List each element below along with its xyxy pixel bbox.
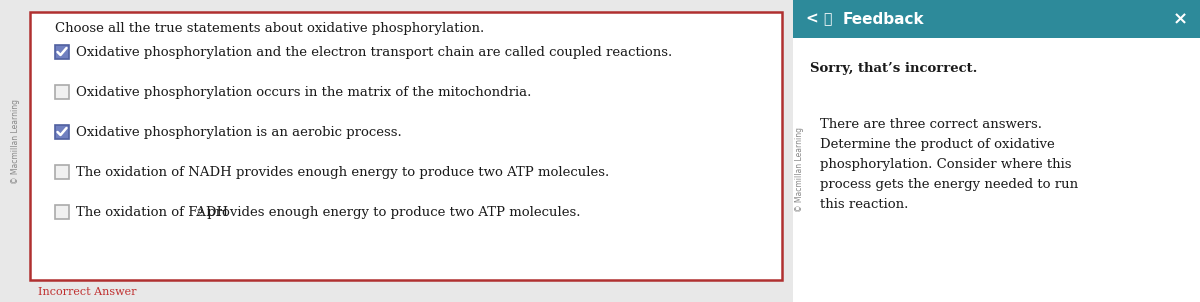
Text: Sorry, that’s incorrect.: Sorry, that’s incorrect. bbox=[810, 62, 977, 75]
Text: 2: 2 bbox=[197, 209, 203, 218]
Text: process gets the energy needed to run: process gets the energy needed to run bbox=[820, 178, 1078, 191]
Text: <: < bbox=[805, 11, 817, 27]
Text: Oxidative phosphorylation is an aerobic process.: Oxidative phosphorylation is an aerobic … bbox=[76, 126, 402, 139]
Text: Feedback: Feedback bbox=[842, 11, 925, 27]
Bar bbox=[30, 12, 782, 280]
Text: The oxidation of NADH provides enough energy to produce two ATP molecules.: The oxidation of NADH provides enough en… bbox=[76, 166, 610, 179]
Text: © Macmillan Learning: © Macmillan Learning bbox=[12, 98, 20, 184]
Text: The oxidation of FADH: The oxidation of FADH bbox=[76, 206, 228, 219]
Text: Oxidative phosphorylation and the electron transport chain are called coupled re: Oxidative phosphorylation and the electr… bbox=[76, 46, 672, 59]
Text: There are three correct answers.: There are three correct answers. bbox=[820, 118, 1042, 131]
Text: Choose all the true statements about oxidative phosphorylation.: Choose all the true statements about oxi… bbox=[55, 22, 485, 35]
Text: © Macmillan Learning: © Macmillan Learning bbox=[796, 127, 804, 213]
Text: Oxidative phosphorylation occurs in the matrix of the mitochondria.: Oxidative phosphorylation occurs in the … bbox=[76, 86, 532, 99]
Bar bbox=[55, 205, 70, 219]
Bar bbox=[55, 45, 70, 59]
Text: phosphorylation. Consider where this: phosphorylation. Consider where this bbox=[820, 158, 1072, 171]
Bar bbox=[793, 0, 1200, 38]
Text: Determine the product of oxidative: Determine the product of oxidative bbox=[820, 138, 1055, 151]
Bar bbox=[55, 165, 70, 179]
Bar bbox=[55, 125, 70, 139]
Text: ⎙: ⎙ bbox=[823, 12, 832, 26]
Bar bbox=[55, 85, 70, 99]
Bar bbox=[793, 0, 1200, 302]
Text: Incorrect Answer: Incorrect Answer bbox=[38, 287, 137, 297]
Text: this reaction.: this reaction. bbox=[820, 198, 908, 211]
Text: ×: × bbox=[1172, 10, 1188, 28]
Text: provides enough energy to produce two ATP molecules.: provides enough energy to produce two AT… bbox=[203, 206, 581, 219]
